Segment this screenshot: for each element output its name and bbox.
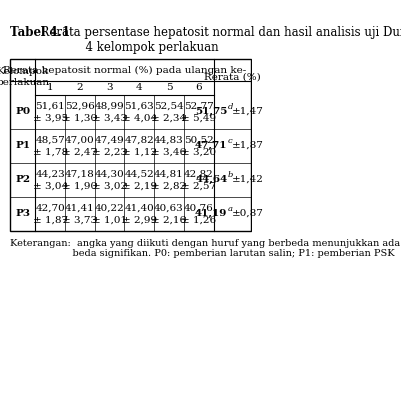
- Text: 3: 3: [106, 83, 113, 92]
- Text: c: c: [228, 137, 233, 145]
- Text: 1: 1: [47, 83, 54, 92]
- Text: 40,63
± 2,16: 40,63 ± 2,16: [152, 203, 186, 224]
- Text: 41,19: 41,19: [195, 208, 227, 217]
- Text: 44,81
± 2,82: 44,81 ± 2,82: [152, 170, 186, 190]
- Text: 47,71: 47,71: [195, 141, 227, 150]
- Text: ±1,87: ±1,87: [232, 141, 263, 150]
- Text: 44,23
± 3,04: 44,23 ± 3,04: [33, 170, 68, 190]
- Text: 44,64: 44,64: [195, 175, 227, 183]
- Text: ±0,87: ±0,87: [232, 208, 263, 217]
- Text: Tabel 4.1: Tabel 4.1: [10, 26, 70, 39]
- Text: 44,83
± 3,46: 44,83 ± 3,46: [152, 136, 186, 157]
- Text: 52,96
± 1,30: 52,96 ± 1,30: [63, 102, 97, 122]
- Text: 42,82
± 2,57: 42,82 ± 2,57: [181, 170, 216, 190]
- Text: 48,57
± 1,78: 48,57 ± 1,78: [33, 136, 68, 157]
- Text: 51,75: 51,75: [195, 106, 227, 115]
- Text: 44,52
± 2,19: 44,52 ± 2,19: [122, 170, 157, 190]
- Text: 40,22
± 1,01: 40,22 ± 1,01: [92, 203, 127, 224]
- Text: ±1,42: ±1,42: [232, 175, 263, 183]
- Text: P3: P3: [15, 210, 30, 219]
- Text: ±1,47: ±1,47: [232, 106, 263, 115]
- Text: Kelompok
perlakuan: Kelompok perlakuan: [0, 67, 49, 87]
- Text: P0: P0: [15, 108, 30, 116]
- Text: 5: 5: [166, 83, 172, 92]
- Text: 51,63
± 4,04: 51,63 ± 4,04: [122, 102, 157, 122]
- Text: Rerata (%): Rerata (%): [204, 72, 261, 81]
- Text: 47,00
± 2,47: 47,00 ± 2,47: [63, 136, 97, 157]
- Text: 52,77
± 5,49: 52,77 ± 5,49: [181, 102, 216, 122]
- Text: b: b: [228, 171, 233, 179]
- Text: Keterangan:  angka yang diikuti dengan huruf yang berbeda menunjukkan ada
      : Keterangan: angka yang diikuti dengan hu…: [10, 239, 400, 259]
- Text: 47,49
± 2,23: 47,49 ± 2,23: [92, 136, 127, 157]
- Text: 2: 2: [77, 83, 83, 92]
- Text: Rerata hepatosit normal (%) pada ulangan ke-: Rerata hepatosit normal (%) pada ulangan…: [3, 65, 246, 74]
- Text: 4: 4: [136, 83, 143, 92]
- Text: 50,52
± 3,20: 50,52 ± 3,20: [181, 136, 216, 157]
- Text: P2: P2: [15, 175, 30, 185]
- Text: P1: P1: [15, 141, 30, 150]
- Text: 40,76
± 1,26: 40,76 ± 1,26: [181, 203, 216, 224]
- Text: 51,61
± 3,95: 51,61 ± 3,95: [33, 102, 68, 122]
- Text: 52,54
± 2,34: 52,54 ± 2,34: [152, 102, 186, 122]
- Text: a: a: [228, 205, 233, 213]
- Text: d: d: [228, 103, 233, 111]
- Text: 6: 6: [195, 83, 202, 92]
- Bar: [10, 59, 251, 231]
- Text: 47,18
± 1,90: 47,18 ± 1,90: [63, 170, 97, 190]
- Text: 48,99
± 3,43: 48,99 ± 3,43: [92, 102, 127, 122]
- Text: 47,82
± 1,12: 47,82 ± 1,12: [122, 136, 157, 157]
- Text: Rerata persentase hepatosit normal dan hasil analisis uji Duncan pada
          : Rerata persentase hepatosit normal dan h…: [33, 26, 401, 54]
- Text: 44,30
± 3,02: 44,30 ± 3,02: [92, 170, 127, 190]
- Text: 42,70
± 1,87: 42,70 ± 1,87: [33, 203, 68, 224]
- Text: 41,41
± 3,73: 41,41 ± 3,73: [63, 203, 97, 224]
- Text: 41,40
± 2,99: 41,40 ± 2,99: [122, 203, 157, 224]
